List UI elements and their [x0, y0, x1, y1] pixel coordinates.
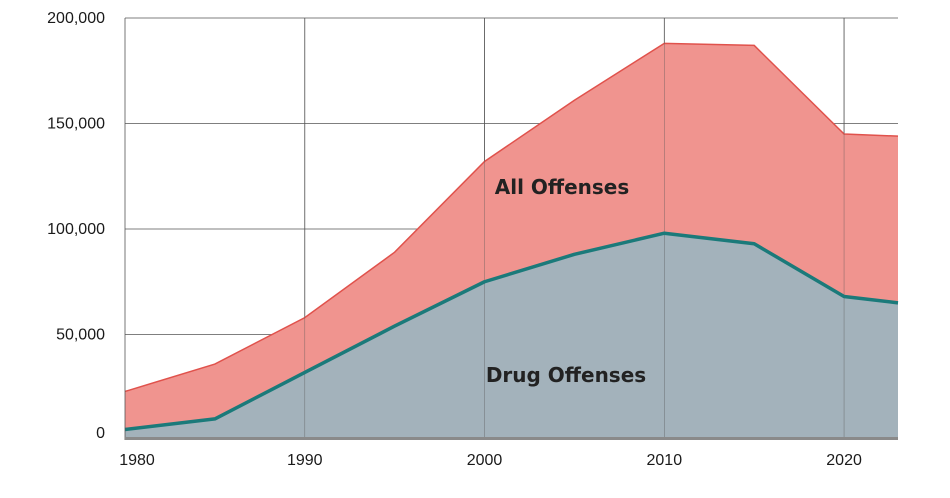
all-offenses-line: [124, 42, 899, 393]
y-tick-label: 200,000: [47, 10, 105, 27]
x-tick-label: 1980: [119, 452, 155, 469]
drug-offenses-area: [125, 233, 898, 440]
all-offenses-label: All Offenses: [495, 175, 630, 199]
area-series: [124, 18, 899, 440]
y-tick-label: 150,000: [47, 116, 105, 133]
axes: 0 50,000 100,000 150,000 200,000 1980 1990 2000…: [47, 10, 898, 469]
x-tick-label: 2000: [467, 452, 503, 469]
y-tick-label: 0: [96, 425, 105, 442]
x-tick-label: 2010: [647, 452, 683, 469]
drug-offenses-line: [124, 231, 899, 432]
series-labels: All Offenses Drug Offenses: [486, 175, 646, 387]
x-tick-label: 1990: [287, 452, 323, 469]
x-tick-label: 2020: [826, 452, 862, 469]
drug-offenses-label: Drug Offenses: [486, 363, 646, 387]
y-tick-label: 100,000: [47, 221, 105, 238]
y-tick-label: 50,000: [56, 327, 105, 344]
